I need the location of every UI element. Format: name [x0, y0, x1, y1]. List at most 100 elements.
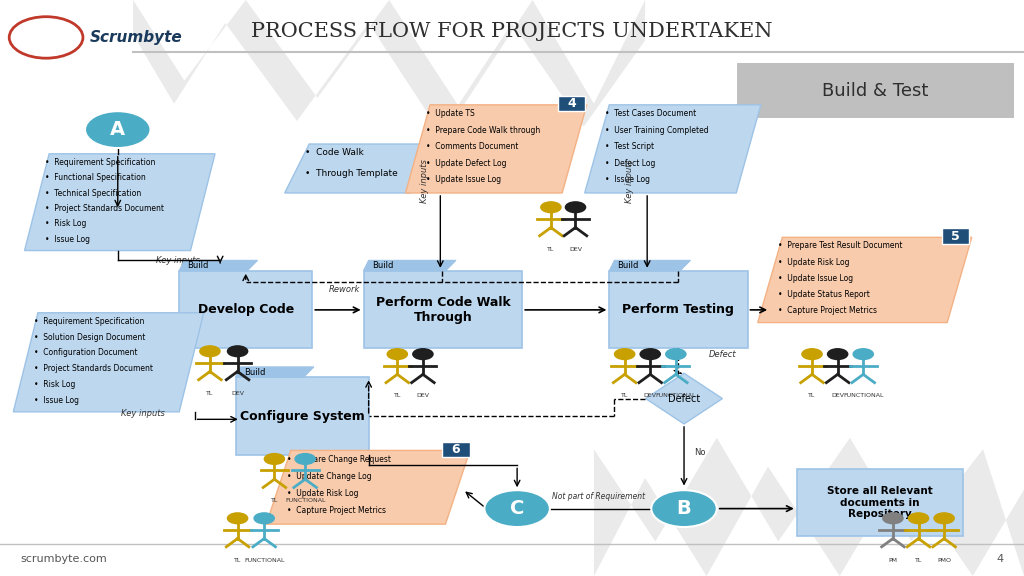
- Circle shape: [564, 201, 587, 213]
- Circle shape: [294, 453, 316, 465]
- Text: A: A: [111, 120, 125, 139]
- Text: PM: PM: [889, 558, 897, 563]
- Circle shape: [665, 348, 687, 360]
- Text: •  Prepare Code Walk through: • Prepare Code Walk through: [426, 126, 541, 135]
- Text: Configure System: Configure System: [240, 410, 365, 423]
- Polygon shape: [646, 373, 723, 424]
- Circle shape: [613, 348, 636, 360]
- Polygon shape: [266, 450, 470, 524]
- Text: Build: Build: [617, 261, 639, 270]
- Text: •  Update Issue Log: • Update Issue Log: [778, 274, 853, 283]
- Text: FUNCTIONAL: FUNCTIONAL: [843, 393, 884, 399]
- Text: C: C: [510, 499, 524, 518]
- Text: Scrumbyte: Scrumbyte: [90, 30, 183, 45]
- Circle shape: [540, 201, 562, 213]
- Text: •  Requirement Specification: • Requirement Specification: [34, 317, 144, 326]
- Text: FUNCTIONAL: FUNCTIONAL: [285, 498, 326, 503]
- Text: •  Issue Log: • Issue Log: [605, 176, 650, 184]
- Text: •  Technical Specification: • Technical Specification: [45, 189, 141, 198]
- FancyBboxPatch shape: [737, 63, 1014, 118]
- Polygon shape: [406, 105, 587, 193]
- Text: •  Risk Log: • Risk Log: [45, 219, 86, 228]
- Text: FUNCTIONAL: FUNCTIONAL: [655, 393, 696, 399]
- Text: •  User Training Completed: • User Training Completed: [605, 126, 709, 135]
- Circle shape: [907, 512, 930, 524]
- Circle shape: [651, 490, 717, 527]
- Text: •  Through Template: • Through Template: [305, 169, 398, 179]
- Circle shape: [226, 512, 249, 524]
- FancyBboxPatch shape: [442, 442, 469, 457]
- Text: Defect: Defect: [709, 350, 736, 359]
- Polygon shape: [13, 313, 204, 412]
- Text: •  Comments Document: • Comments Document: [426, 142, 518, 151]
- Text: •  Project Standards Document: • Project Standards Document: [45, 204, 164, 213]
- Text: Key inputs: Key inputs: [156, 256, 200, 265]
- Text: TL: TL: [621, 393, 629, 399]
- Polygon shape: [758, 237, 972, 323]
- Circle shape: [412, 348, 434, 360]
- FancyBboxPatch shape: [558, 96, 586, 112]
- Text: TL: TL: [233, 558, 242, 563]
- Text: Store all Relevant
documents in
Repository: Store all Relevant documents in Reposito…: [826, 486, 933, 519]
- Text: •  Update Defect Log: • Update Defect Log: [426, 159, 507, 168]
- Polygon shape: [609, 260, 690, 271]
- Text: •  Defect Log: • Defect Log: [605, 159, 655, 168]
- Circle shape: [801, 348, 823, 360]
- Circle shape: [226, 345, 249, 357]
- Polygon shape: [133, 0, 645, 132]
- Text: •  Update Risk Log: • Update Risk Log: [287, 489, 358, 498]
- Polygon shape: [236, 367, 313, 377]
- Text: No: No: [694, 448, 706, 457]
- FancyBboxPatch shape: [942, 228, 970, 244]
- Text: Key inputs: Key inputs: [121, 409, 165, 418]
- FancyBboxPatch shape: [797, 469, 963, 536]
- FancyBboxPatch shape: [236, 377, 369, 455]
- Text: •  Update TS: • Update TS: [426, 109, 475, 118]
- Circle shape: [933, 512, 955, 524]
- Text: •  Risk Log: • Risk Log: [34, 380, 75, 389]
- Polygon shape: [364, 260, 456, 271]
- Text: TL: TL: [270, 498, 279, 503]
- Text: Perform Testing: Perform Testing: [623, 303, 734, 316]
- Text: Rework: Rework: [329, 285, 359, 294]
- Text: Build: Build: [372, 261, 393, 270]
- Circle shape: [826, 348, 849, 360]
- Text: DEV: DEV: [417, 393, 429, 399]
- Text: 4: 4: [567, 97, 575, 110]
- Text: FUNCTIONAL: FUNCTIONAL: [244, 558, 285, 563]
- Text: •  Prepare Change Request: • Prepare Change Request: [287, 454, 391, 464]
- Text: 6: 6: [452, 443, 460, 456]
- Polygon shape: [25, 154, 215, 251]
- Text: 5: 5: [951, 230, 959, 242]
- Text: DEV: DEV: [644, 393, 656, 399]
- Text: •  Update Risk Log: • Update Risk Log: [778, 257, 850, 267]
- Text: TL: TL: [914, 558, 923, 563]
- Text: Build: Build: [244, 367, 265, 377]
- Text: •  Functional Specification: • Functional Specification: [45, 173, 145, 182]
- Text: •  Issue Log: • Issue Log: [45, 235, 90, 244]
- Circle shape: [882, 512, 904, 524]
- FancyBboxPatch shape: [364, 271, 522, 348]
- Text: PROCESS FLOW FOR PROJECTS UNDERTAKEN: PROCESS FLOW FOR PROJECTS UNDERTAKEN: [251, 22, 773, 41]
- Text: •  Solution Design Document: • Solution Design Document: [34, 332, 145, 342]
- Circle shape: [199, 345, 221, 357]
- Circle shape: [852, 348, 874, 360]
- Text: •  Update Status Report: • Update Status Report: [778, 290, 870, 299]
- Polygon shape: [594, 438, 1024, 576]
- Text: Build: Build: [187, 261, 209, 270]
- Text: •  Code Walk: • Code Walk: [305, 148, 364, 157]
- Text: TL: TL: [393, 393, 401, 399]
- Text: •  Configuration Document: • Configuration Document: [34, 348, 137, 357]
- Text: •  Capture Project Metrics: • Capture Project Metrics: [778, 306, 878, 315]
- Circle shape: [386, 348, 409, 360]
- FancyBboxPatch shape: [609, 271, 748, 348]
- Text: TL: TL: [206, 391, 214, 396]
- Text: •  Requirement Specification: • Requirement Specification: [45, 158, 156, 167]
- Polygon shape: [585, 105, 761, 193]
- Text: DEV: DEV: [231, 391, 244, 396]
- Circle shape: [639, 348, 662, 360]
- Text: Key inputs: Key inputs: [421, 159, 429, 203]
- Text: Defect: Defect: [668, 393, 700, 404]
- Text: TL: TL: [808, 393, 816, 399]
- Text: Develop Code: Develop Code: [198, 303, 294, 316]
